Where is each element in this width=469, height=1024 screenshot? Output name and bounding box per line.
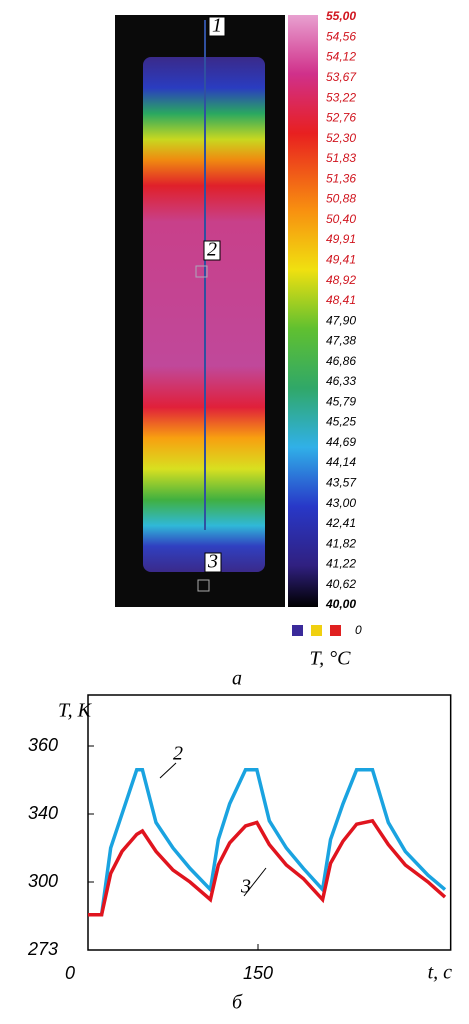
y-tick-label: 360 bbox=[28, 735, 58, 755]
colorbar-tick-label: 52,30 bbox=[326, 131, 356, 145]
x-tick-label: 150 bbox=[243, 963, 273, 983]
colorbar bbox=[288, 15, 318, 607]
marker-label: 1 bbox=[212, 15, 222, 37]
colorbar-tick-label: 43,57 bbox=[326, 476, 357, 490]
annotation-leader bbox=[160, 763, 176, 778]
x-tick-label: 0 bbox=[65, 963, 75, 983]
legend-swatch bbox=[311, 625, 322, 636]
y-tick-label: 273 bbox=[27, 939, 58, 959]
legend-swatch bbox=[330, 625, 341, 636]
x-axis-label: t, c bbox=[428, 962, 453, 984]
colorbar-tick-label: 53,22 bbox=[326, 90, 356, 104]
colorbar-tick-label: 42,41 bbox=[326, 516, 356, 530]
colorbar-tick-label: 46,86 bbox=[326, 354, 356, 368]
colorbar-tick-label: 47,90 bbox=[326, 313, 356, 327]
legend-label: 0 bbox=[355, 623, 362, 637]
colorbar-tick-label: 44,14 bbox=[326, 455, 356, 469]
colorbar-tick-label: 45,25 bbox=[326, 415, 356, 429]
colorbar-tick-label: 51,83 bbox=[326, 151, 356, 165]
colorbar-tick-label: 48,41 bbox=[326, 293, 356, 307]
colorbar-tick-label: 43,00 bbox=[326, 496, 356, 510]
colorbar-tick-label: 48,92 bbox=[326, 273, 356, 287]
colorbar-tick-label: 52,76 bbox=[326, 111, 356, 125]
marker-label: 3 bbox=[207, 551, 218, 573]
colorbar-tick-label: 50,40 bbox=[326, 212, 356, 226]
caption: а bbox=[232, 668, 242, 690]
series-label: 3 bbox=[240, 876, 251, 898]
series-line bbox=[88, 821, 445, 915]
colorbar-tick-label: 40,00 bbox=[325, 597, 356, 611]
colorbar-tick-label: 49,41 bbox=[326, 252, 356, 266]
y-tick-label: 300 bbox=[28, 871, 58, 891]
legend-swatch bbox=[292, 625, 303, 636]
colorbar-tick-label: 45,79 bbox=[326, 394, 356, 408]
colorbar-tick-label: 47,38 bbox=[326, 334, 356, 348]
colorbar-tick-label: 46,33 bbox=[326, 374, 356, 388]
unit-label: T, °C bbox=[310, 648, 352, 670]
colorbar-tick-label: 41,22 bbox=[326, 557, 356, 571]
colorbar-tick-label: 55,00 bbox=[326, 9, 356, 23]
y-tick-label: 340 bbox=[28, 803, 58, 823]
figure: 0 T, °C а T, K t, c б 12355,0054,5654,12… bbox=[0, 0, 469, 1019]
colorbar-tick-label: 51,36 bbox=[326, 171, 356, 185]
colorbar-tick-label: 50,88 bbox=[326, 192, 356, 206]
colorbar-tick-label: 41,82 bbox=[326, 536, 356, 550]
colorbar-tick-label: 49,91 bbox=[326, 232, 356, 246]
colorbar-tick-label: 40,62 bbox=[326, 577, 356, 591]
colorbar-tick-label: 54,12 bbox=[326, 50, 356, 64]
marker-label: 2 bbox=[207, 239, 217, 261]
colorbar-tick-label: 53,67 bbox=[326, 70, 357, 84]
caption: б bbox=[232, 992, 243, 1014]
colorbar-tick-label: 54,56 bbox=[326, 29, 356, 43]
colorbar-tick-label: 44,69 bbox=[326, 435, 356, 449]
series-label: 2 bbox=[173, 743, 183, 765]
